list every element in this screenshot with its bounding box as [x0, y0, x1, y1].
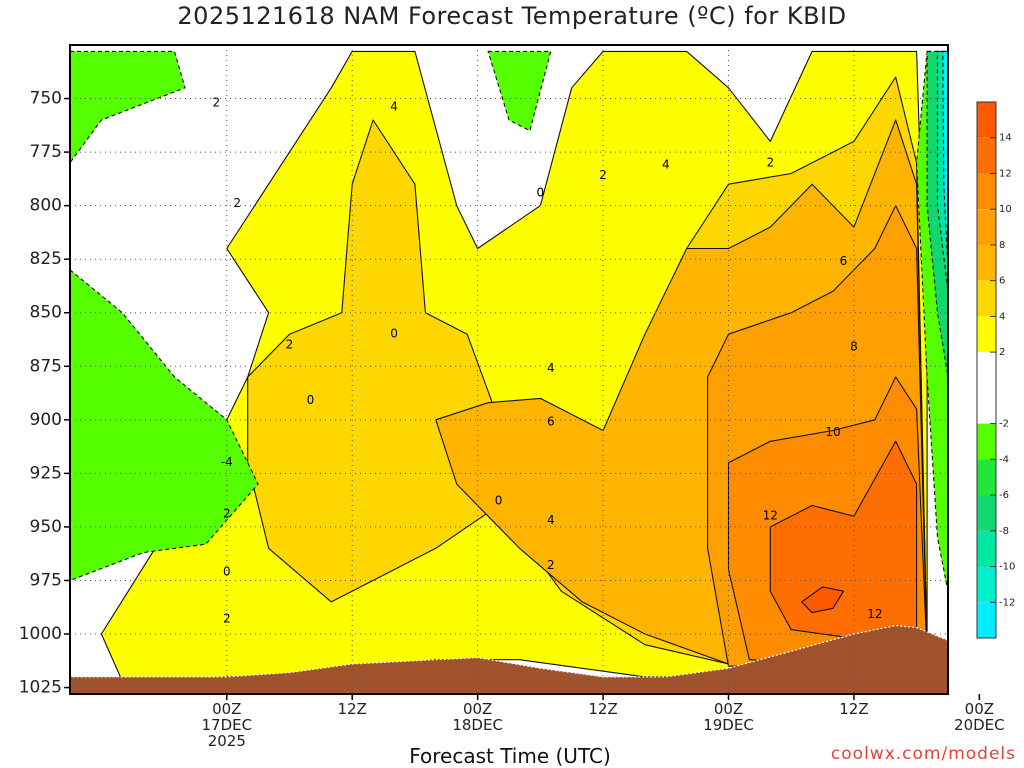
y-tick-label-850: 850: [30, 303, 62, 323]
contour-label-7: 6: [840, 254, 848, 268]
colorbar-band-minus14: [977, 602, 996, 638]
contour-label-8: 0: [390, 327, 398, 341]
colorbar-band-12: [977, 137, 996, 174]
x-tick-label-48-0: 00Z: [714, 700, 743, 718]
contour-label-21: 2: [547, 558, 555, 572]
colorbar-tick-14: 14: [999, 133, 1012, 144]
contour-label-11: 8: [850, 340, 858, 354]
contour-label-13: 6: [547, 414, 555, 428]
colorbar-tick-8: 8: [999, 240, 1005, 251]
temperature-band-minus12-13: [942, 50, 948, 271]
colorbar-band-4: [977, 280, 996, 317]
colorbar-band-6: [977, 244, 996, 281]
y-tick-label-975: 975: [30, 570, 62, 590]
contour-label-0: 2: [213, 95, 221, 109]
x-tick-label-0-2: 2025: [208, 732, 246, 750]
axes: 7507758008258508759009259509751000102500…: [19, 44, 1005, 750]
colorbar-band-minus6: [977, 459, 996, 496]
colorbar-band-minus12: [977, 566, 996, 603]
contour-label-5: 4: [662, 157, 670, 171]
contour-label-20: 0: [223, 564, 231, 578]
colorbar-tick-6: 6: [999, 276, 1005, 287]
colorbar-tick-minus6: -6: [999, 490, 1009, 501]
contour-label-15: -4: [221, 455, 233, 469]
colorbar-tick-10: 10: [999, 204, 1012, 215]
temperature-band-12-5: [769, 440, 918, 639]
chart-title: 2025121618 NAM Forecast Temperature (ºC)…: [177, 2, 847, 30]
y-tick-label-1025: 1025: [19, 678, 62, 698]
contour-label-14: 10: [825, 425, 840, 439]
y-tick-label-925: 925: [30, 463, 62, 483]
y-tick-label-950: 950: [30, 517, 62, 537]
colorbar-band-14: [977, 102, 996, 138]
y-tick-label-875: 875: [30, 356, 62, 376]
y-tick-label-900: 900: [30, 410, 62, 430]
y-tick-label-775: 775: [30, 142, 62, 162]
contour-label-9: 2: [286, 337, 294, 351]
x-tick-label-72-0: 00Z: [965, 700, 994, 718]
terrain: [70, 624, 948, 694]
contour-label-22: 2: [223, 612, 231, 626]
colorbar-band-minus2: [977, 352, 996, 424]
colorbar-band-minus10: [977, 530, 996, 567]
plot-frame: [69, 44, 949, 695]
x-axis-label: Forecast Time (UTC): [409, 744, 611, 768]
y-tick-label-750: 750: [30, 89, 62, 109]
colorbar: 14 12 10 8 6 4 2 -2 -4 -6 -8 -10 -12: [976, 101, 1015, 639]
grid: [70, 45, 948, 694]
temperature-band-minus2-9: [70, 269, 259, 582]
colorbar-band-minus4: [977, 423, 996, 460]
contour-label-10: 4: [547, 361, 555, 375]
x-tick-label-12-0: 12Z: [338, 700, 367, 718]
contour-label-18: 4: [547, 513, 555, 527]
x-tick-label-48-1: 19DEC: [703, 716, 754, 734]
colorbar-tick-minus8: -8: [999, 526, 1009, 537]
y-tick-label-1000: 1000: [19, 624, 62, 644]
temperature-band-14-6: [801, 586, 845, 614]
contour-label-19: 12: [763, 509, 778, 523]
x-tick-label-36-0: 12Z: [588, 700, 617, 718]
contour-label-16: 0: [495, 494, 503, 508]
contour-label-1: 4: [390, 100, 398, 114]
colorbar-tick-12: 12: [999, 168, 1012, 179]
y-tick-label-825: 825: [30, 249, 62, 269]
x-tick-label-0-1: 17DEC: [201, 716, 252, 734]
colorbar-band-8: [977, 209, 996, 245]
contour-label-2: 2: [233, 196, 241, 210]
temperature-band-minus2-7: [70, 50, 186, 164]
colorbar-band-minus8: [977, 495, 996, 531]
contour-label-3: 0: [537, 185, 545, 199]
contour-label-4: 2: [599, 168, 607, 182]
colorbar-frame: [976, 101, 997, 639]
contour-label-23: 12: [867, 607, 882, 621]
x-tick-label-72-1: 20DEC: [954, 716, 1005, 734]
temperature-band-minus2-8: [487, 50, 552, 132]
colorbar-tick-minus4: -4: [999, 454, 1009, 465]
x-tick-label-24-0: 00Z: [463, 700, 492, 718]
colorbar-tick-minus2: -2: [999, 419, 1009, 430]
y-tick-label-800: 800: [30, 196, 62, 216]
colorbar-band-2: [977, 316, 996, 353]
colorbar-tick-minus12: -12: [999, 597, 1015, 608]
x-tick-label-24-1: 18DEC: [452, 716, 503, 734]
x-tick-label-0-0: 00Z: [212, 700, 241, 718]
colorbar-tick-2: 2: [999, 347, 1005, 358]
colorbar-tick-4: 4: [999, 311, 1005, 322]
contour-label-12: 0: [307, 393, 315, 407]
contour-label-17: 2: [223, 507, 231, 521]
x-tick-label-60-0: 12Z: [839, 700, 868, 718]
colorbar-tick-minus10: -10: [999, 562, 1015, 573]
colorbar-band-10: [977, 173, 996, 210]
credit-text: coolwx.com/models: [830, 744, 1016, 764]
contour-label-6: 2: [766, 155, 774, 169]
plot-area: [70, 45, 948, 694]
